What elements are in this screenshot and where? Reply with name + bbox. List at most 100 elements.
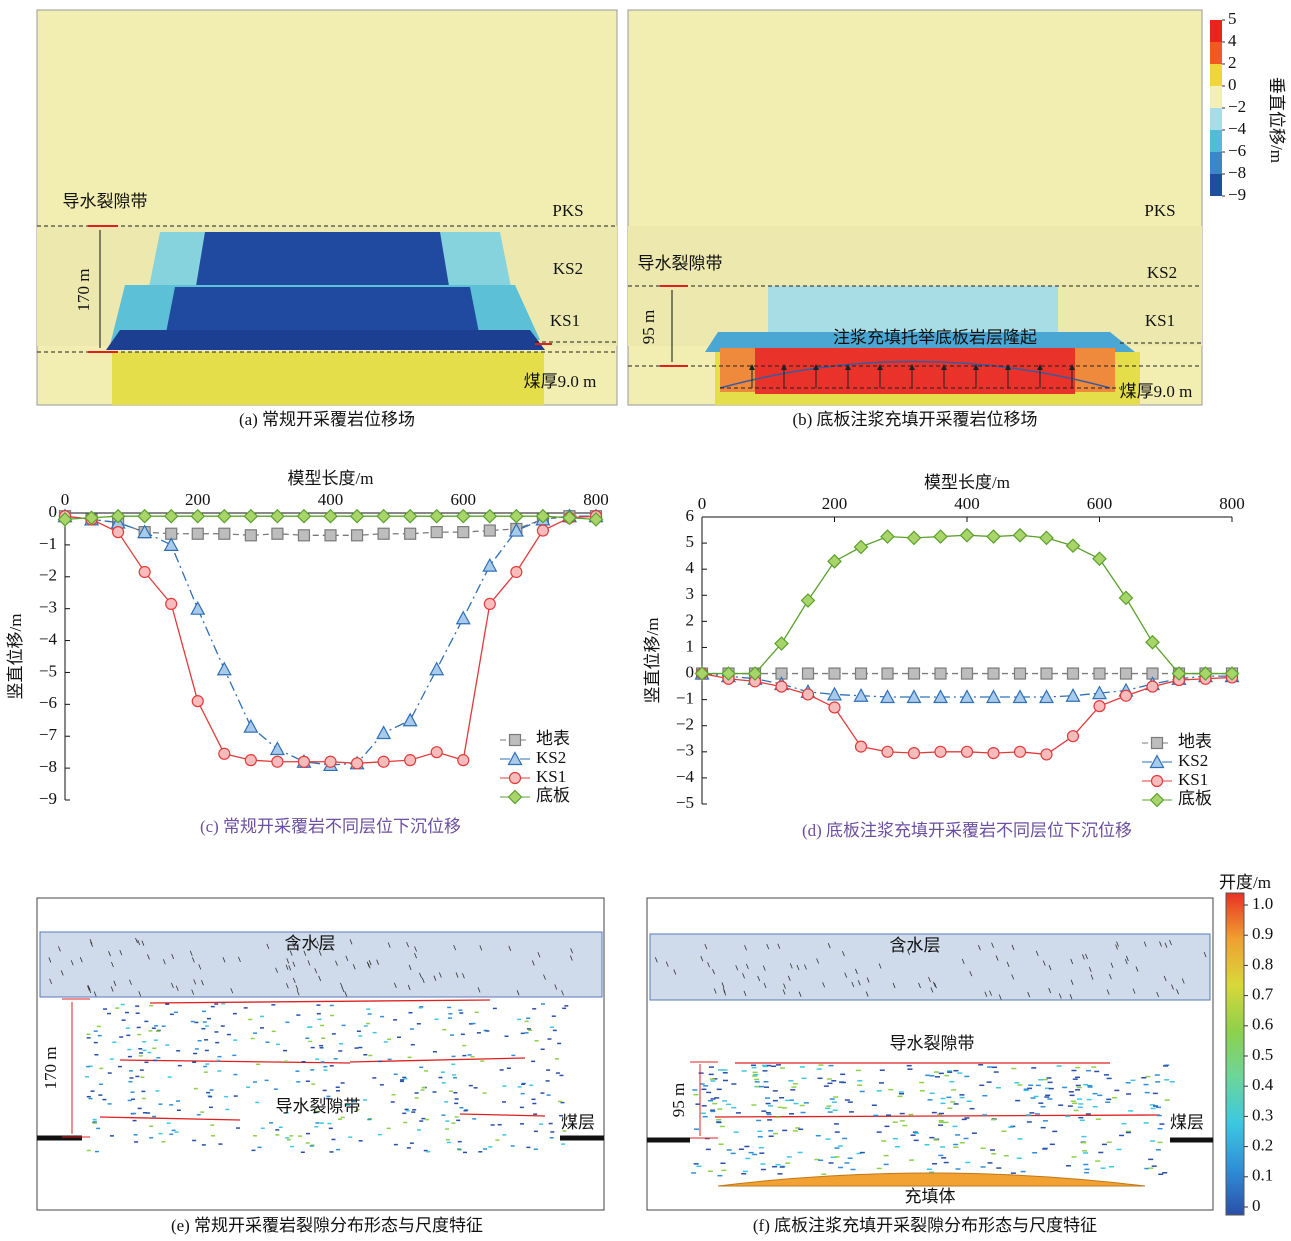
fracture — [142, 1041, 147, 1043]
fracture — [107, 1103, 112, 1105]
label: KS1 — [550, 311, 580, 330]
fracture — [217, 1070, 222, 1072]
aquifer-texture — [135, 937, 138, 944]
aquifer-texture — [1171, 984, 1174, 990]
fracture — [1014, 1082, 1020, 1084]
fracture — [482, 1092, 487, 1094]
fracture — [211, 1135, 216, 1137]
fracture — [1040, 1105, 1046, 1108]
panel-b: 导水裂隙带 PKS KS2 KS1 95 m 注浆充填托举底板岩层隆起 煤厚9.… — [627, 9, 1286, 429]
fracture — [821, 1173, 827, 1175]
marker — [853, 539, 869, 555]
fracture — [497, 1124, 502, 1126]
fracture — [938, 1124, 944, 1126]
y-tick-label: 0 — [49, 502, 58, 521]
fracture — [978, 1064, 984, 1066]
marker — [455, 610, 471, 625]
fracture — [1071, 1156, 1077, 1158]
colorbar-block — [1210, 108, 1222, 130]
label: 170 m — [41, 1047, 60, 1090]
fracture — [322, 1089, 327, 1092]
fracture — [1098, 1151, 1104, 1154]
colorbar-label: 0 — [1252, 1196, 1261, 1215]
aquifer-texture — [1109, 973, 1112, 980]
fracture — [1026, 1121, 1032, 1123]
marker — [191, 695, 204, 708]
colorbar-block — [1210, 20, 1222, 42]
marker — [1038, 689, 1055, 704]
fracture — [714, 1114, 1161, 1118]
fracture — [464, 1109, 469, 1111]
aquifer-texture — [201, 980, 204, 986]
marker — [1039, 530, 1054, 546]
fracture — [333, 1058, 338, 1060]
aquifer-texture — [783, 983, 786, 989]
fracture — [932, 1163, 938, 1165]
fracture — [426, 1150, 431, 1153]
fracture — [117, 1065, 122, 1068]
aquifer-texture — [292, 961, 296, 967]
fracture — [775, 1064, 781, 1066]
fracture — [1141, 1076, 1147, 1079]
filling-body — [717, 1172, 1146, 1187]
fracture — [506, 1067, 511, 1069]
fracture — [1011, 1067, 1017, 1070]
fracture — [529, 1084, 534, 1087]
fracture — [876, 1131, 882, 1133]
fracture — [278, 1126, 283, 1129]
arrow-head — [941, 364, 947, 370]
legend-marker — [1149, 792, 1165, 808]
fracture — [929, 1075, 935, 1077]
fracture — [425, 1118, 430, 1121]
fracture — [1023, 1089, 1029, 1092]
fracture — [336, 1148, 341, 1151]
fracture — [995, 1087, 1001, 1089]
fracture — [859, 1151, 865, 1154]
marker — [376, 508, 391, 524]
fracture — [756, 1119, 762, 1122]
fracture — [832, 1109, 838, 1112]
fracture — [1027, 1087, 1033, 1090]
y-tick-label: −1 — [39, 534, 57, 553]
fracture — [765, 1102, 771, 1105]
fracture — [366, 1008, 371, 1010]
fracture — [895, 1145, 901, 1148]
y-tick-label: 3 — [686, 584, 695, 603]
fracture — [220, 1025, 225, 1027]
fracture — [169, 1133, 174, 1136]
fracture — [1153, 1105, 1159, 1107]
fracture — [120, 1003, 125, 1006]
fracture — [203, 1065, 208, 1068]
legend-marker — [508, 771, 522, 785]
fracture — [339, 1042, 344, 1045]
fracture — [818, 1159, 824, 1161]
fracture — [924, 1143, 930, 1146]
fracture — [86, 1065, 91, 1068]
aquifer-texture — [141, 940, 145, 946]
fracture — [788, 1080, 794, 1082]
marker — [960, 667, 974, 680]
fracture — [197, 1039, 202, 1042]
fracture — [1125, 1131, 1131, 1134]
fracture — [993, 1071, 999, 1073]
fracture — [959, 1141, 965, 1144]
marker — [190, 600, 206, 615]
fracture — [88, 1097, 93, 1100]
fracture — [92, 1118, 97, 1121]
fracture — [718, 1069, 724, 1071]
fracture — [275, 1134, 280, 1136]
fracture — [761, 1064, 767, 1067]
fracture — [1157, 1127, 1163, 1130]
aquifer-texture — [111, 961, 114, 968]
fracture — [454, 1098, 459, 1100]
fracture — [1023, 1088, 1029, 1091]
fracture — [938, 1154, 944, 1157]
fracture — [710, 1080, 716, 1082]
fracture — [1017, 1084, 1023, 1086]
fracture — [959, 1096, 965, 1099]
fracture — [209, 1089, 214, 1091]
fracture — [414, 1097, 419, 1099]
label: 含水层 — [285, 934, 336, 953]
fracture — [470, 1055, 475, 1058]
fracture — [716, 1118, 722, 1121]
